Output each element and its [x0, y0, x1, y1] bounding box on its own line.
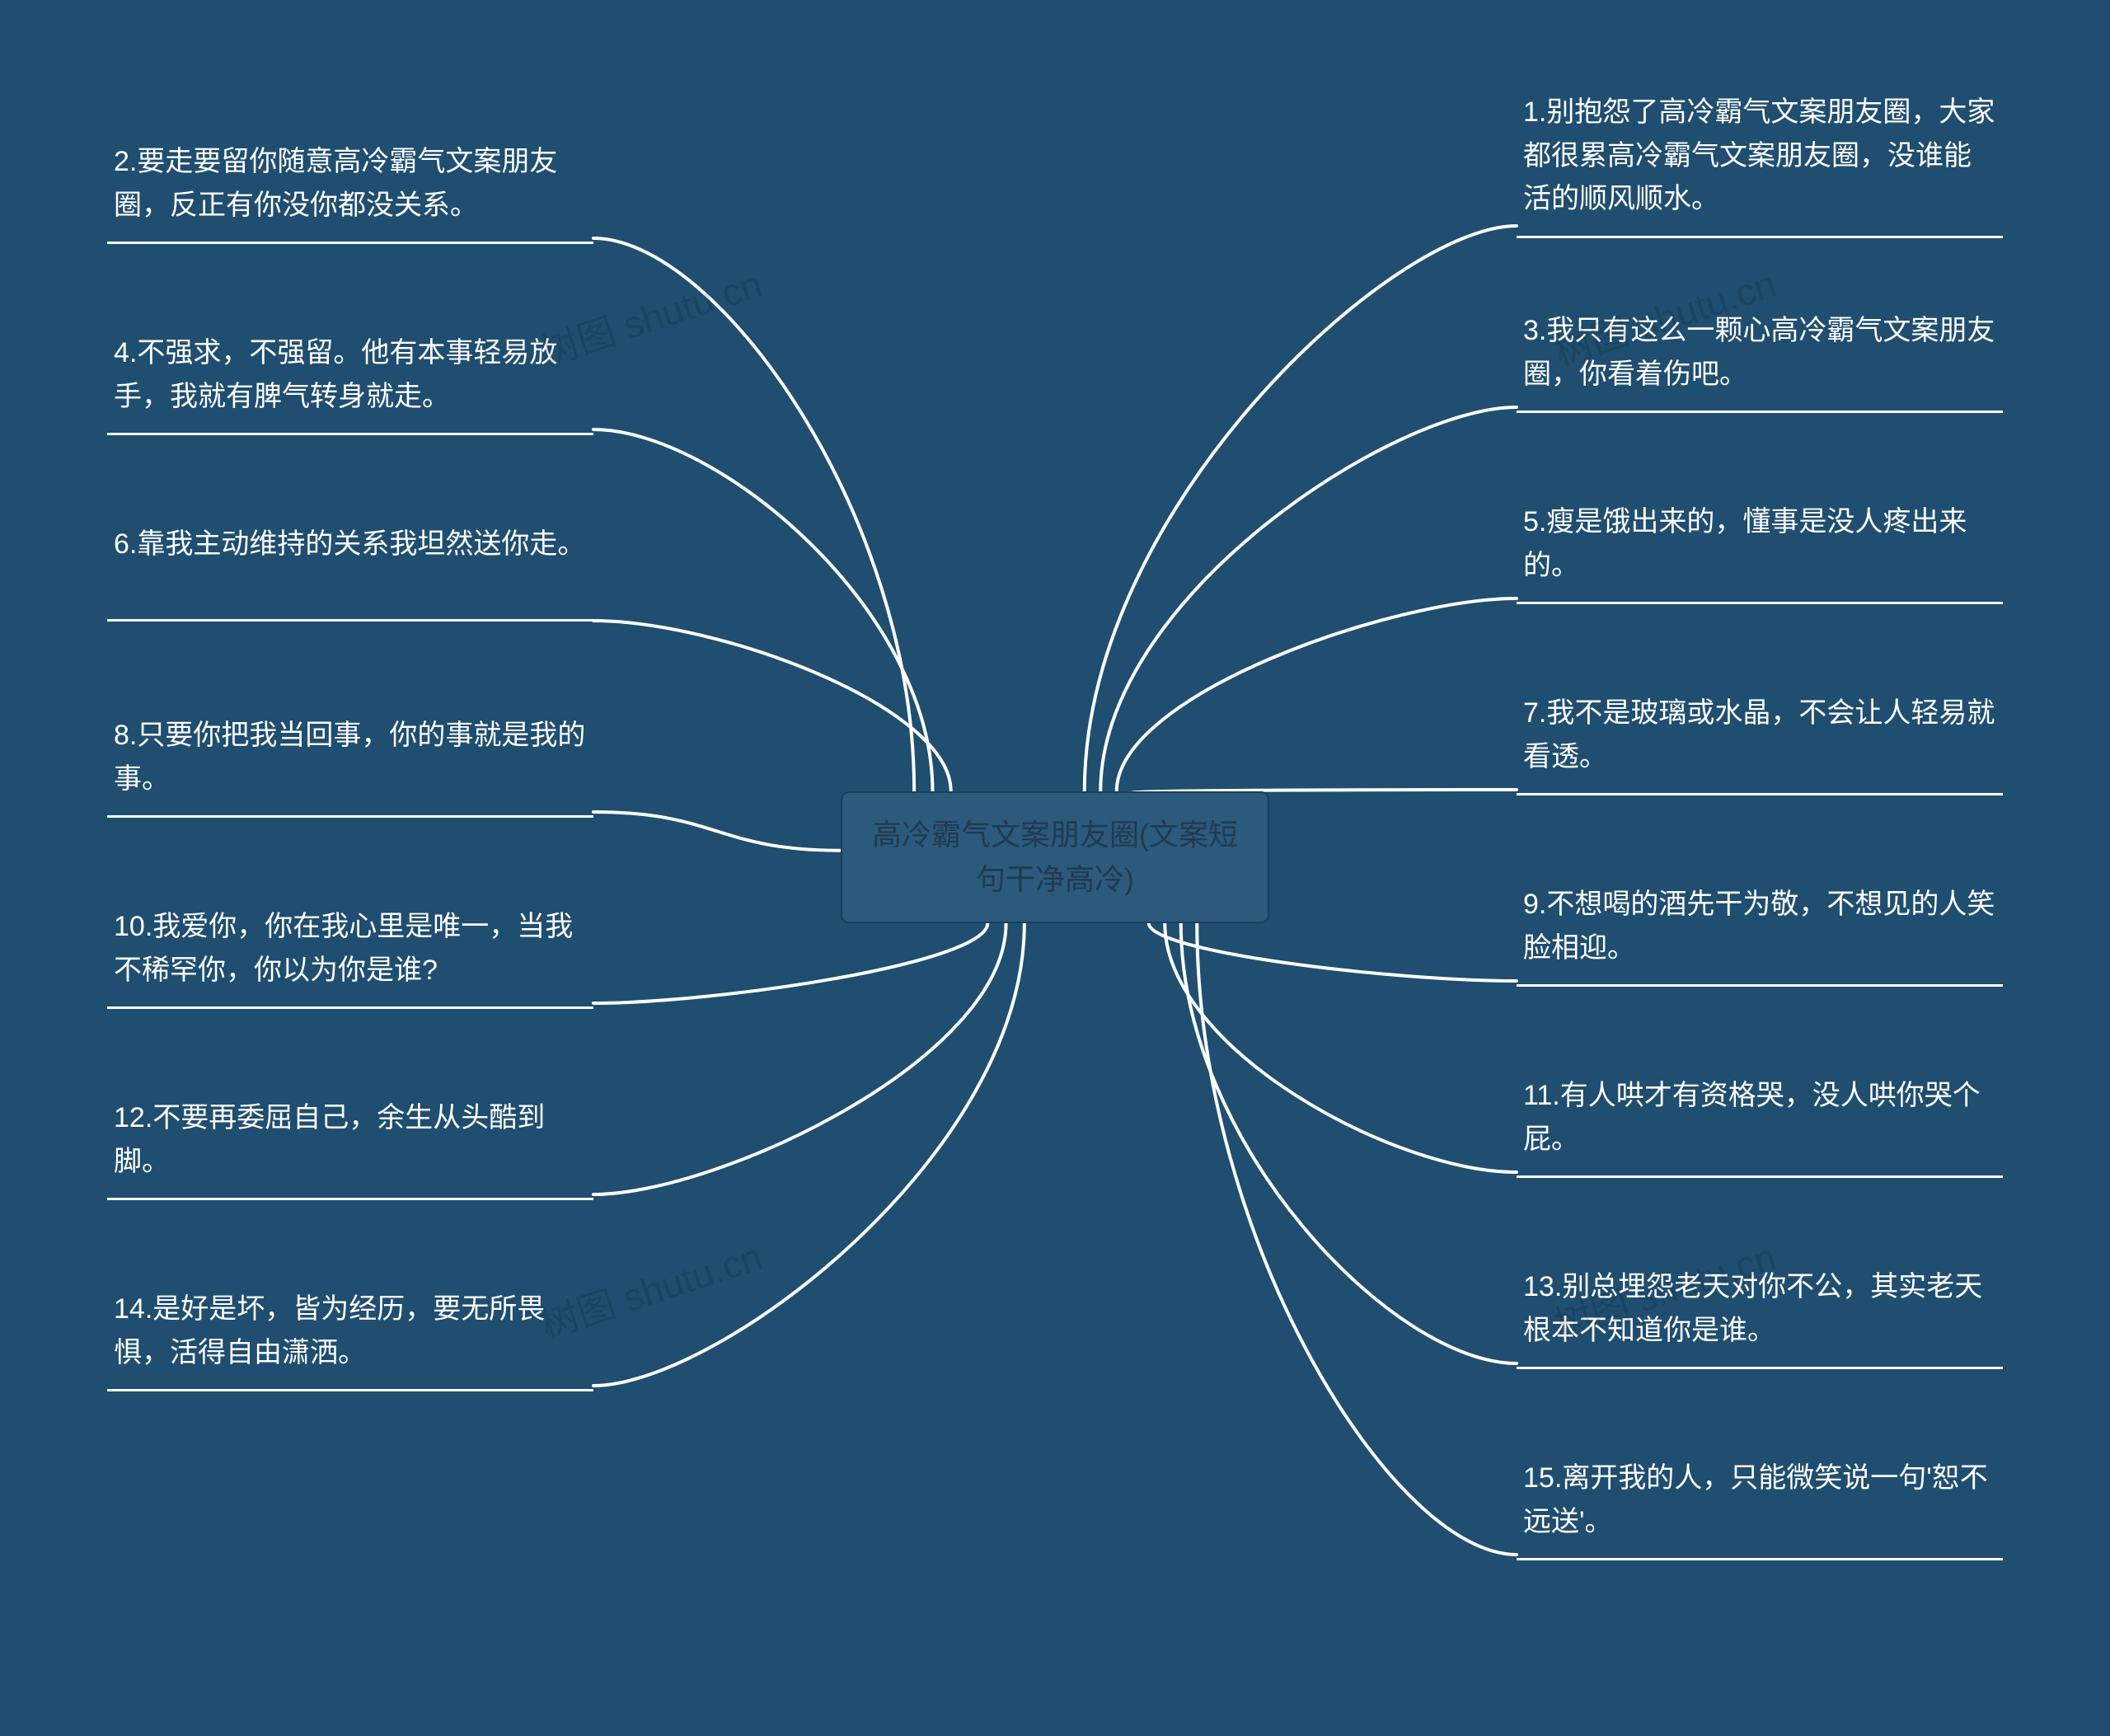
- leaf-label: 6.靠我主动维持的关系我坦然送你走。: [114, 523, 585, 566]
- left-connector-5: [593, 923, 987, 1003]
- right-leaf-4[interactable]: 7.我不是玻璃或水晶，不会让人轻易就看透。: [1517, 683, 2003, 795]
- left-leaf-1[interactable]: 2.要走要留你随意高冷霸气文案朋友圈，反正有你没你都没关系。: [107, 132, 593, 244]
- leaf-label: 2.要走要留你随意高冷霸气文案朋友圈，反正有你没你都没关系。: [114, 140, 587, 227]
- left-leaf-2[interactable]: 4.不强求，不强留。他有本事轻易放手，我就有脾气转身就走。: [107, 323, 593, 435]
- center-node[interactable]: 高冷霸气文案朋友圈(文案短句干净高冷): [841, 791, 1269, 923]
- left-leaf-5[interactable]: 10.我爱你，你在我心里是唯一，当我不稀罕你，你以为你是谁?: [107, 897, 593, 1009]
- right-leaf-2[interactable]: 3.我只有这么一颗心高冷霸气文案朋友圈，你看着伤吧。: [1517, 301, 2003, 413]
- leaf-label: 9.不想喝的酒先干为敬，不想见的人笑脸相迎。: [1523, 883, 1996, 969]
- right-leaf-7[interactable]: 13.别总埋怨老天对你不公，其实老天根本不知道你是谁。: [1517, 1257, 2003, 1369]
- leaf-label: 1.别抱怨了高冷霸气文案朋友圈，大家都很累高冷霸气文案朋友圈，没谁能活的顺风顺水…: [1523, 91, 1996, 221]
- leaf-label: 10.我爱你，你在我心里是唯一，当我不稀罕你，你以为你是谁?: [114, 905, 587, 992]
- leaf-label: 15.离开我的人，只能微笑说一句'恕不远送'。: [1523, 1457, 1996, 1543]
- leaf-label: 4.不强求，不强留。他有本事轻易放手，我就有脾气转身就走。: [114, 331, 587, 418]
- left-leaf-7[interactable]: 14.是好是坏，皆为经历，要无所畏惧，活得自由潇洒。: [107, 1279, 593, 1391]
- leaf-label: 13.别总埋怨老天对你不公，其实老天根本不知道你是谁。: [1523, 1265, 1996, 1352]
- leaf-label: 7.我不是玻璃或水晶，不会让人轻易就看透。: [1523, 692, 1996, 778]
- center-node-label: 高冷霸气文案朋友圈(文案短句干净高冷): [867, 813, 1243, 902]
- right-leaf-6[interactable]: 11.有人哄才有资格哭，没人哄你哭个屁。: [1517, 1066, 2003, 1178]
- right-connector-3: [1117, 598, 1517, 791]
- right-connector-5: [1149, 923, 1517, 981]
- left-connector-7: [593, 923, 1025, 1386]
- leaf-label: 3.我只有这么一颗心高冷霸气文案朋友圈，你看着伤吧。: [1523, 309, 1996, 396]
- leaf-label: 11.有人哄才有资格哭，没人哄你哭个屁。: [1523, 1074, 1996, 1161]
- left-connector-2: [593, 429, 932, 791]
- mindmap-canvas: 高冷霸气文案朋友圈(文案短句干净高冷) 2.要走要留你随意高冷霸气文案朋友圈，反正…: [0, 0, 2110, 1736]
- left-leaf-6[interactable]: 12.不要再委屈自己，余生从头酷到脚。: [107, 1088, 593, 1200]
- left-leaf-4[interactable]: 8.只要你把我当回事，你的事就是我的事。: [107, 706, 593, 818]
- right-connector-6: [1165, 923, 1517, 1172]
- right-connector-1: [1085, 226, 1517, 791]
- left-connector-1: [593, 238, 914, 791]
- leaf-label: 8.只要你把我当回事，你的事就是我的事。: [114, 714, 587, 800]
- leaf-label: 5.瘦是饿出来的，懂事是没人疼出来的。: [1523, 500, 1996, 587]
- right-connector-2: [1100, 407, 1517, 791]
- right-leaf-8[interactable]: 15.离开我的人，只能微笑说一句'恕不远送'。: [1517, 1448, 2003, 1560]
- left-connector-6: [593, 923, 1006, 1194]
- right-leaf-1[interactable]: 1.别抱怨了高冷霸气文案朋友圈，大家都很累高冷霸气文案朋友圈，没谁能活的顺风顺水…: [1517, 82, 2003, 238]
- left-connector-4: [593, 812, 841, 851]
- right-connector-8: [1197, 923, 1517, 1555]
- right-connector-7: [1181, 923, 1517, 1363]
- right-leaf-5[interactable]: 9.不想喝的酒先干为敬，不想见的人笑脸相迎。: [1517, 875, 2003, 987]
- left-connector-3: [593, 621, 951, 791]
- leaf-label: 14.是好是坏，皆为经历，要无所畏惧，活得自由潇洒。: [114, 1288, 587, 1374]
- right-leaf-3[interactable]: 5.瘦是饿出来的，懂事是没人疼出来的。: [1517, 492, 2003, 604]
- left-leaf-3[interactable]: 6.靠我主动维持的关系我坦然送你走。: [107, 514, 593, 622]
- leaf-label: 12.不要再委屈自己，余生从头酷到脚。: [114, 1096, 587, 1183]
